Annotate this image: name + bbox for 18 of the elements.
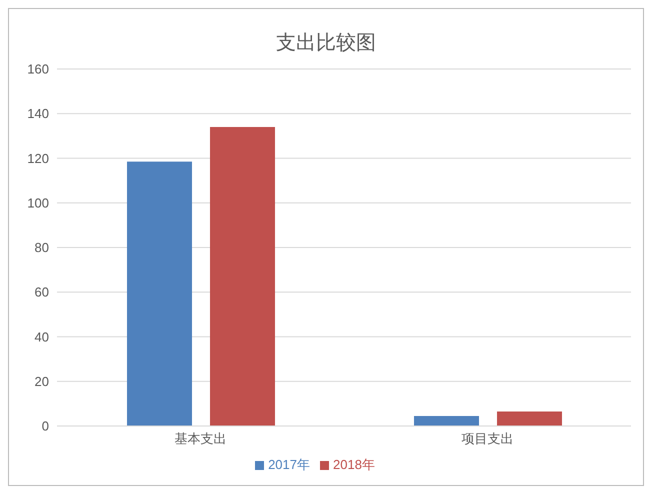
bar (210, 127, 275, 426)
chart-title: 支出比较图 (275, 31, 377, 56)
y-tick-label: 80 (34, 240, 49, 256)
x-tick-label: 基本支出 (174, 431, 226, 446)
bar (497, 411, 562, 426)
y-tick-label: 140 (27, 106, 49, 122)
x-tick-label: 项目支出 (462, 431, 514, 446)
y-tick-label: 160 (27, 62, 49, 77)
legend-label: 2018年 (333, 457, 375, 472)
bar (414, 416, 479, 426)
y-tick-label: 20 (34, 374, 49, 389)
y-tick-label: 60 (34, 284, 49, 300)
y-tick-label: 40 (34, 329, 49, 344)
y-tick-label: 0 (42, 418, 49, 434)
y-tick-label: 100 (27, 195, 49, 210)
bar (127, 162, 192, 426)
y-tick-label: 120 (27, 150, 49, 166)
legend-label: 2017年 (268, 457, 310, 472)
